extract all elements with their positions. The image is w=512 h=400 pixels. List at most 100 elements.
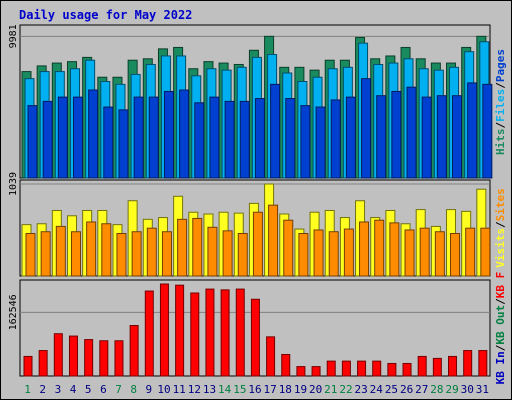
bar-kbytes-day-12 [190,292,200,377]
bar-pages-day-27 [421,96,432,179]
bar-kbytes-day-10 [159,283,169,377]
bar-pages-day-8 [133,96,144,179]
x-tick-label-day-19: 19 [294,383,307,396]
legend-3: KB In/KB Out/KB F [494,272,507,385]
bar-sites-day-21 [328,231,339,277]
bar-kbytes-day-19 [296,366,306,377]
bar-pages-day-30 [467,82,478,179]
bar-sites-day-26 [404,229,415,277]
bar-sites-day-24 [374,219,385,277]
bar-kbytes-day-13 [205,288,215,377]
y-tick-label-2: 1039 [8,172,19,196]
bar-sites-day-11 [177,218,188,277]
bar-pages-day-15 [239,100,250,179]
x-tick-label-day-12: 12 [188,383,201,396]
bar-sites-day-9 [146,227,157,277]
x-tick-label-day-20: 20 [309,383,322,396]
bar-pages-day-1 [27,105,38,179]
x-tick-label-day-11: 11 [173,383,186,396]
legend-separator: / [494,82,507,89]
bar-kbytes-day-26 [402,362,412,377]
bar-kbytes-day-3 [53,333,63,377]
bar-pages-day-17 [270,83,281,179]
x-tick-label-day-29: 29 [445,383,458,396]
legend-item-visits: Visits [494,228,507,268]
legend-1: Hits/Files/Pages [494,49,507,155]
bar-kbytes-day-24 [372,360,382,377]
y-tick-label-3: 162546 [8,294,19,330]
bar-pages-day-20 [315,106,326,179]
bar-sites-day-23 [359,221,370,277]
y-tick-label-1: 9981 [8,24,19,48]
bar-pages-day-9 [148,96,159,179]
bar-sites-day-28 [434,231,445,277]
x-tick-label-day-18: 18 [279,383,292,396]
x-tick-label-day-31: 31 [476,383,489,396]
bar-kbytes-day-20 [311,366,321,377]
bar-sites-day-8 [131,231,142,277]
bar-sites-day-19 [298,232,309,277]
x-tick-label-day-13: 13 [203,383,216,396]
bar-sites-day-20 [313,229,324,277]
bar-kbytes-day-22 [341,360,351,377]
legend-item-kb-out: KB Out [494,305,507,345]
bar-sites-day-22 [343,228,354,277]
x-tick-label-day-15: 15 [233,383,246,396]
bar-kbytes-day-4 [68,335,78,377]
bar-sites-day-27 [419,227,430,277]
bar-pages-day-31 [482,83,493,179]
bar-sites-day-30 [465,227,476,277]
x-tick-label-day-30: 30 [461,383,474,396]
bar-kbytes-day-15 [235,288,245,377]
x-tick-label-day-26: 26 [400,383,413,396]
bar-sites-day-4 [70,231,81,277]
bar-kbytes-day-8 [129,324,139,377]
bar-kbytes-day-29 [448,355,458,377]
bar-sites-day-2 [40,231,51,277]
bar-pages-day-3 [57,96,68,179]
bar-pages-day-6 [103,106,114,179]
bar-sites-day-17 [268,204,279,277]
x-tick-label-day-27: 27 [415,383,428,396]
x-tick-label-day-1: 1 [24,383,31,396]
x-tick-label-day-17: 17 [264,383,277,396]
bar-sites-day-1 [25,232,36,277]
bar-kbytes-day-30 [463,350,473,377]
bar-sites-day-31 [480,227,491,277]
bar-pages-day-12 [194,102,205,179]
x-tick-label-day-4: 4 [70,383,77,396]
bar-sites-day-14 [222,230,233,277]
chart-title: Daily usage for May 2022 [19,8,192,22]
bar-pages-day-4 [72,96,83,179]
legend-separator: / [494,122,507,129]
bar-kbytes-day-31 [478,350,488,377]
x-tick-label-day-21: 21 [324,383,337,396]
x-tick-label-day-3: 3 [55,383,62,396]
x-tick-label-day-5: 5 [85,383,92,396]
bar-pages-day-19 [300,105,311,179]
bar-kbytes-day-7 [114,340,124,377]
bar-pages-day-21 [330,99,341,179]
bar-pages-day-5 [88,89,99,179]
bar-kbytes-day-5 [84,339,94,377]
x-tick-label-day-22: 22 [339,383,352,396]
bar-kbytes-day-14 [220,289,230,377]
legend-item-sites: Sites [494,188,507,221]
bar-kbytes-day-9 [144,290,154,377]
bar-pages-day-26 [406,86,417,179]
bar-sites-day-12 [192,217,203,277]
legend-separator: / [494,298,507,305]
bar-pages-day-10 [163,90,174,179]
legend-separator: / [494,221,507,228]
bar-sites-day-18 [283,219,294,277]
x-tick-label-day-6: 6 [100,383,107,396]
x-tick-label-day-10: 10 [157,383,170,396]
bar-sites-day-16 [252,211,263,277]
bar-pages-day-2 [42,100,53,179]
bar-pages-day-18 [285,98,296,179]
bar-kbytes-day-11 [175,284,185,377]
x-tick-label-day-16: 16 [248,383,261,396]
bar-pages-day-11 [179,89,190,179]
x-tick-label-day-7: 7 [115,383,122,396]
bar-pages-day-16 [254,98,265,179]
